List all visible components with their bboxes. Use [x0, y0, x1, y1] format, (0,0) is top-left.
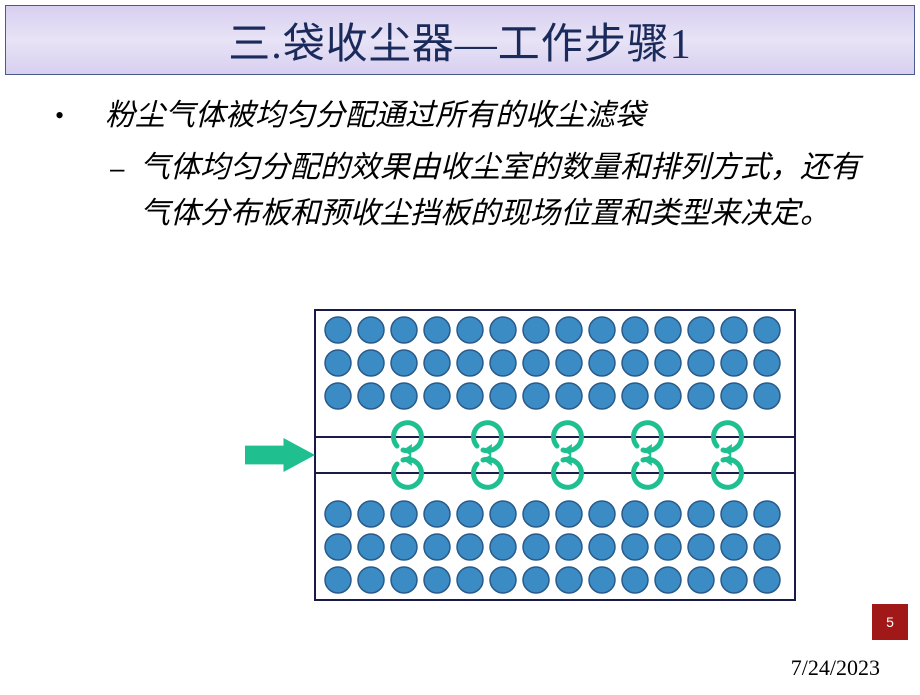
- bullet-row: • 粉尘气体被均匀分配通过所有的收尘滤袋: [55, 93, 880, 139]
- sub-text: 气体均匀分配的效果由收尘室的数量和排列方式，还有气体分布板和预收尘挡板的现场位置…: [140, 145, 880, 237]
- slide-title: 三.袋收尘器—工作步骤1: [228, 10, 692, 71]
- sub-marker: –: [110, 145, 140, 191]
- sub-bullet-row: – 气体均匀分配的效果由收尘室的数量和排列方式，还有气体分布板和预收尘挡板的现场…: [55, 145, 880, 237]
- distribution-diagram: [240, 305, 800, 610]
- page-number-badge: 5: [872, 604, 908, 640]
- bullet-text: 粉尘气体被均匀分配通过所有的收尘滤袋: [105, 93, 645, 139]
- footer-date: 7/24/2023: [791, 655, 880, 681]
- page-number: 5: [886, 614, 894, 630]
- title-bar: 三.袋收尘器—工作步骤1: [5, 5, 915, 75]
- slide-content: • 粉尘气体被均匀分配通过所有的收尘滤袋 – 气体均匀分配的效果由收尘室的数量和…: [0, 75, 920, 237]
- bullet-marker: •: [55, 93, 105, 139]
